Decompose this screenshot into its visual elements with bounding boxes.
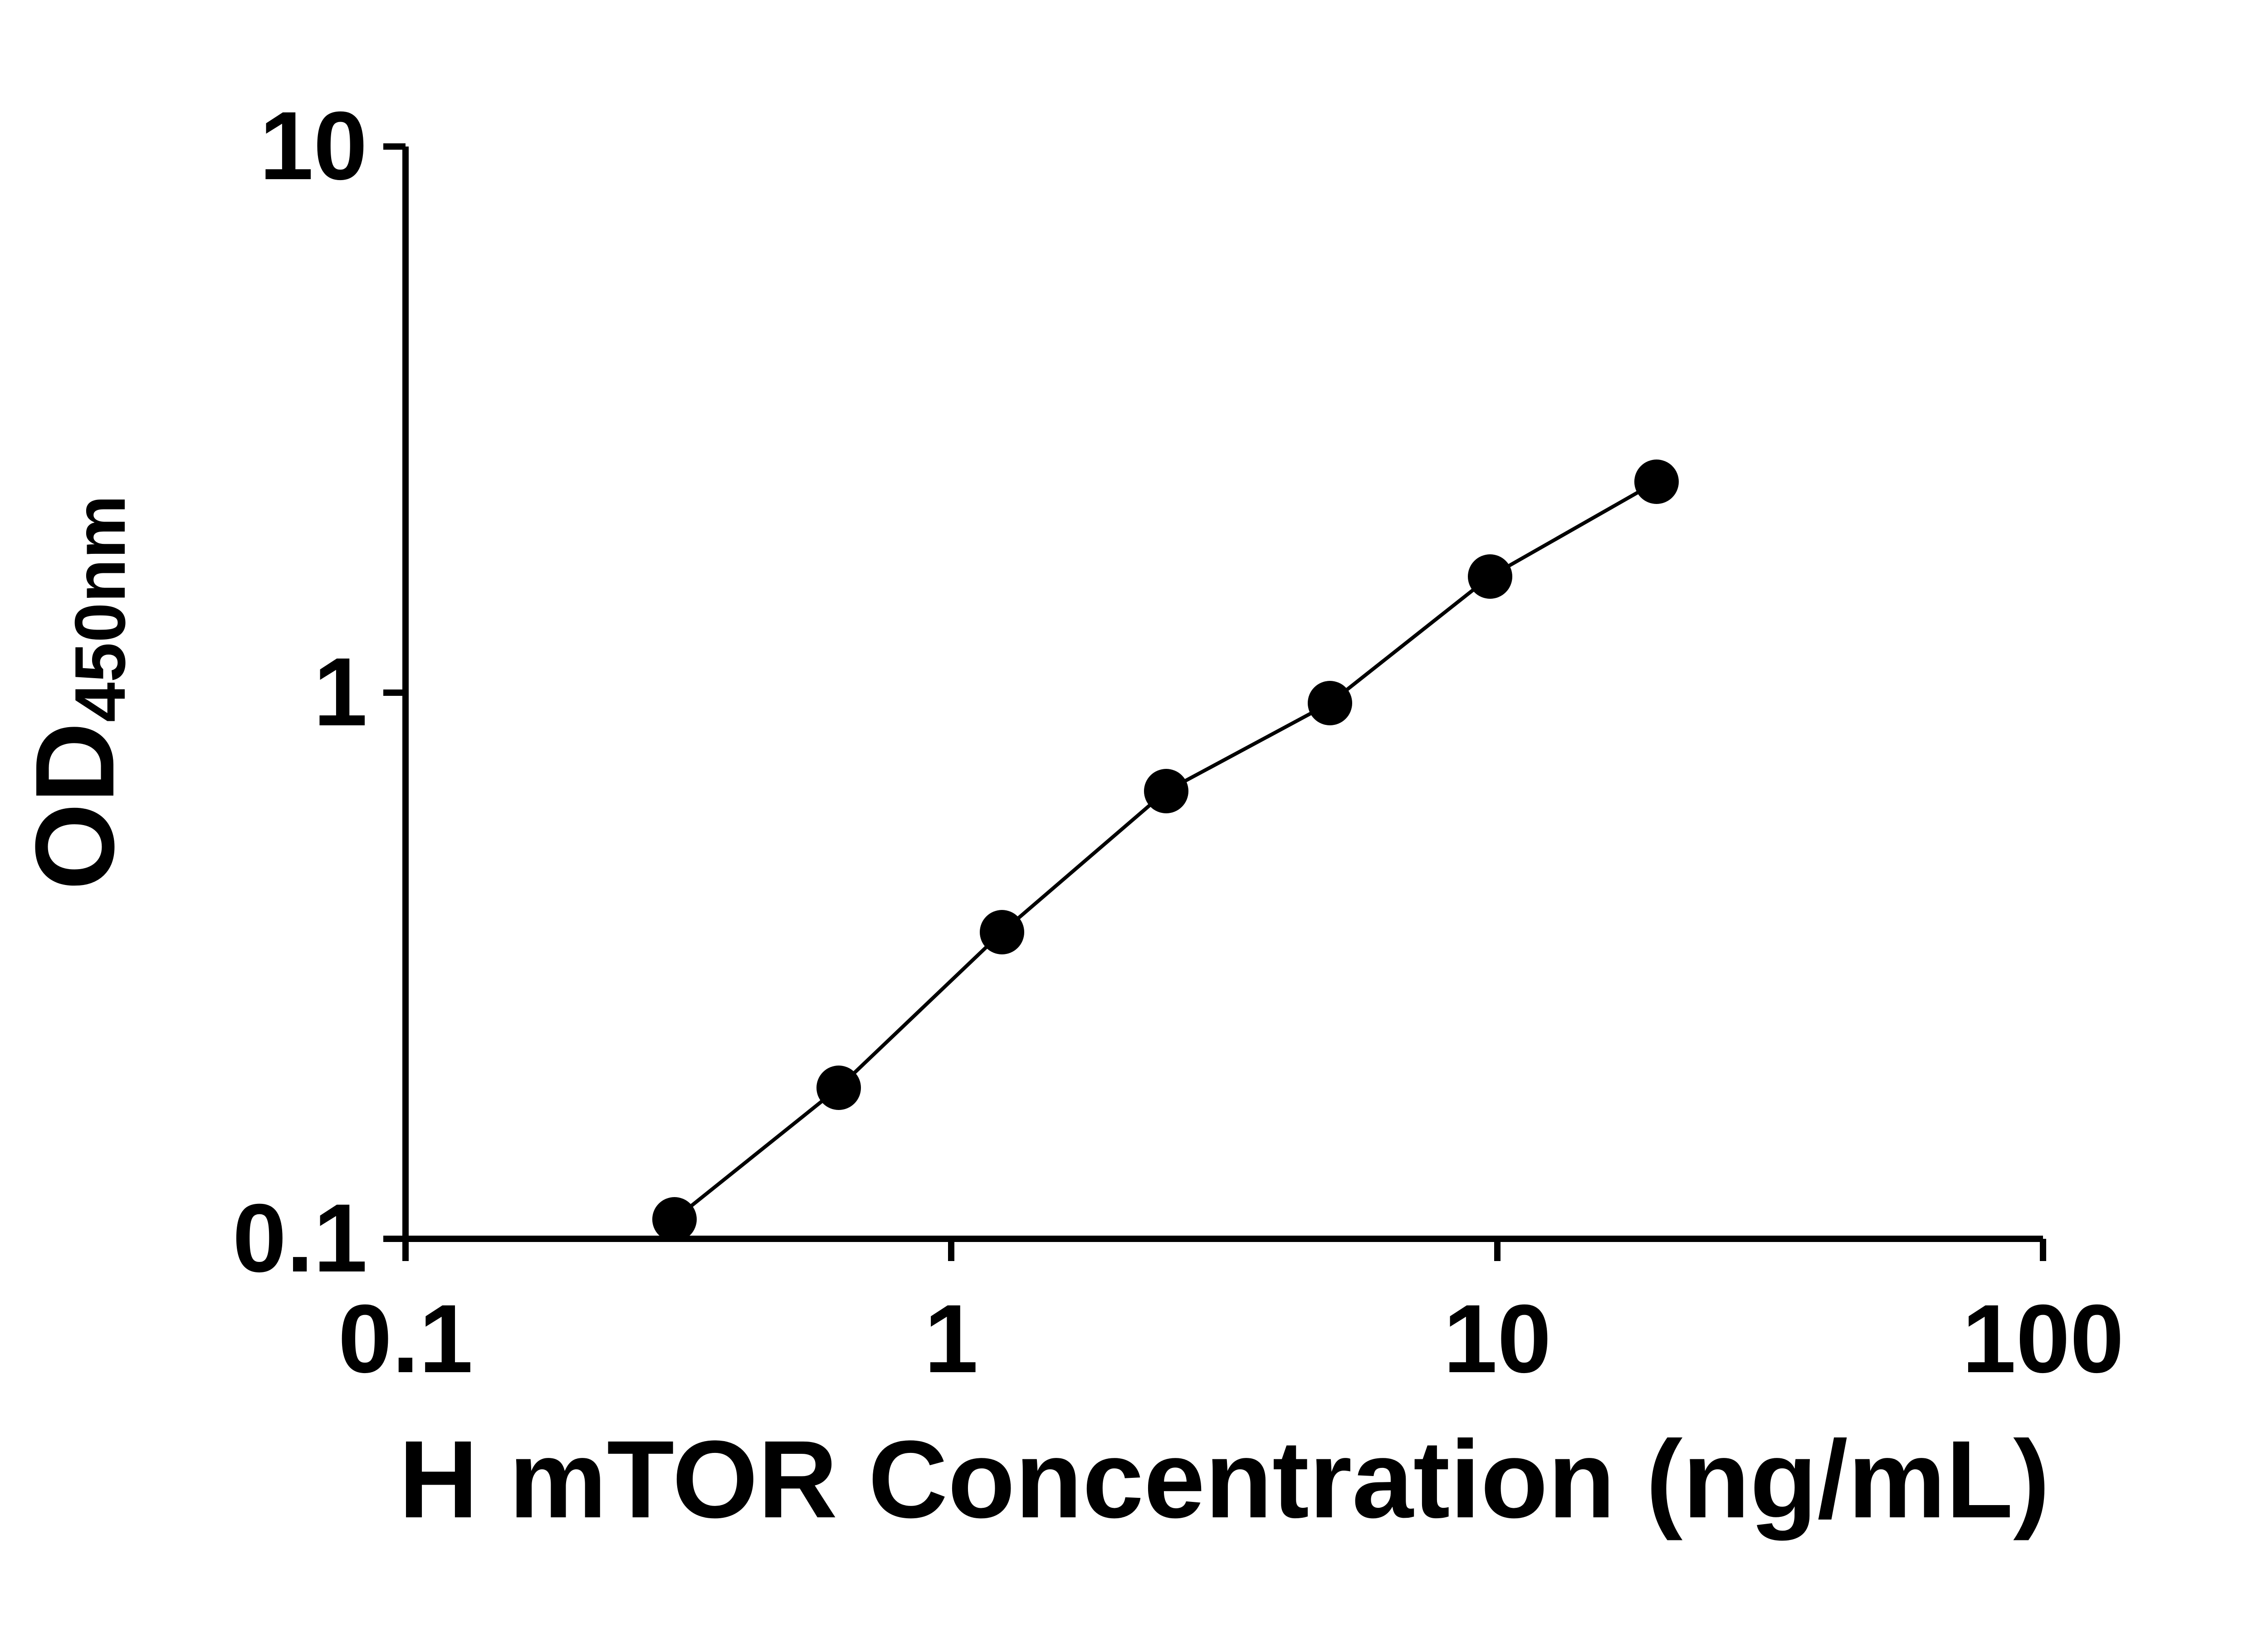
svg-text:1: 1	[313, 638, 367, 746]
svg-text:H mTOR Concentration (ng/mL): H mTOR Concentration (ng/mL)	[399, 1418, 2050, 1541]
svg-text:10: 10	[1443, 1285, 1551, 1393]
svg-text:10: 10	[259, 92, 367, 200]
svg-text:1: 1	[924, 1285, 978, 1393]
svg-text:0.1: 0.1	[338, 1285, 473, 1393]
svg-text:0.1: 0.1	[233, 1184, 368, 1292]
svg-text:100: 100	[1962, 1285, 2124, 1393]
